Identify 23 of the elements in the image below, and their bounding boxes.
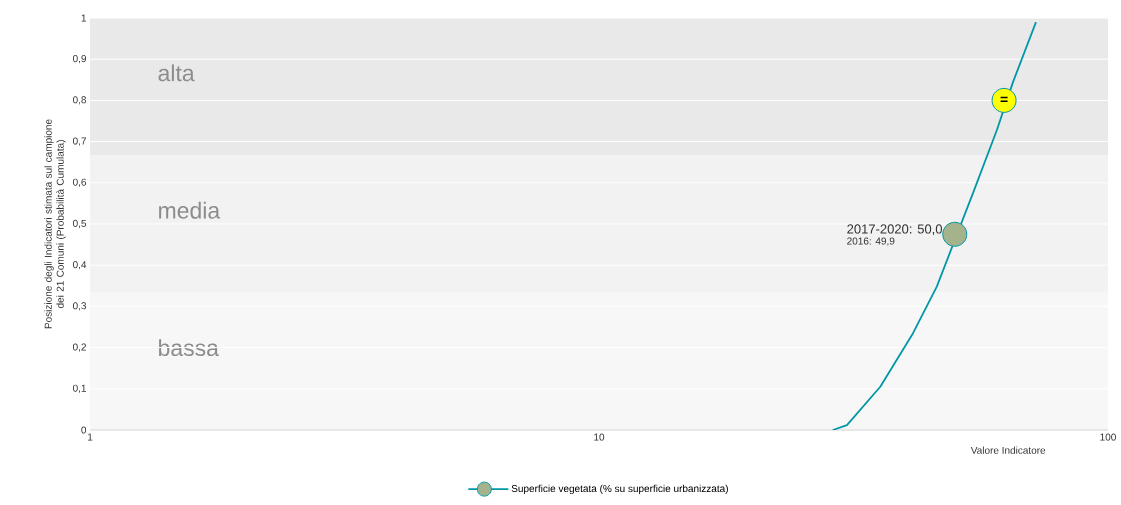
y-axis-title: Posizione degli Indicatori stimata sul campione dei 21 Comuni (Probabilità Cumulata): [44, 119, 66, 329]
annotation: 2016: 49,9: [847, 237, 895, 246]
y-tick-label: 0,4: [72, 261, 87, 270]
band-label: media: [159, 201, 221, 219]
band-label: alta: [158, 64, 195, 82]
y-tick-label: 0,9: [72, 55, 87, 64]
x-tick-label: 100: [1100, 433, 1116, 441]
y-tick-label: 0,8: [72, 96, 87, 105]
y-tick-label: 0: [81, 426, 87, 434]
legend-label: Superficie vegetata (% su superficie urbanizzata): [511, 484, 728, 495]
y-tick-label: 1: [81, 14, 86, 22]
annotation: =: [1000, 96, 1008, 103]
y-tick-label: 0,2: [72, 343, 86, 352]
x-tick-label: 1: [88, 433, 93, 441]
y-tick-label: 0,6: [72, 178, 87, 187]
band-label: bassa: [159, 339, 219, 357]
x-tick-label: 10: [594, 433, 605, 441]
y-tick-label: 0,3: [72, 302, 87, 311]
y-tick-label: 0,7: [72, 137, 86, 146]
y-tick-label: 0,1: [72, 384, 86, 393]
y-tick-label: 0,5: [72, 219, 87, 229]
annotation: 2017-2020: 50,0: [847, 224, 943, 236]
x-axis-title: Valore Indicatore: [970, 446, 1046, 454]
